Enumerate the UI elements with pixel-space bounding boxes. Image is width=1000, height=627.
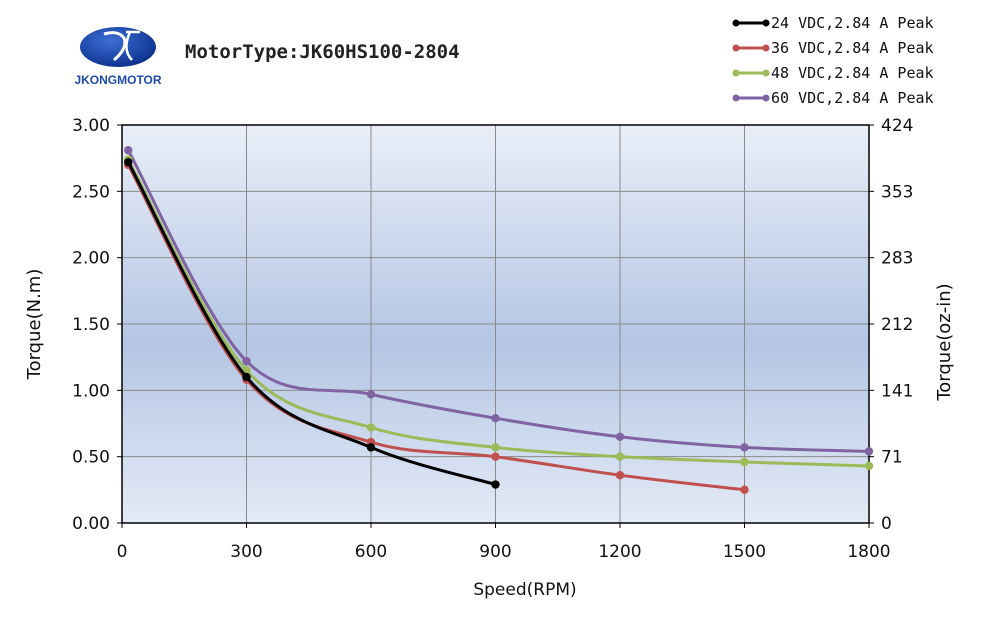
logo-emblem-icon [80, 27, 156, 67]
x-tick-label: 900 [479, 542, 511, 562]
series-line [126, 161, 496, 486]
series-point [491, 443, 500, 452]
y-tick-label: 0.00 [72, 514, 110, 534]
legend-swatch-point [762, 19, 770, 27]
motor-type-title: MotorType:JK60HS100-2804 [185, 41, 460, 63]
series-point [864, 447, 874, 456]
y-axis-label: Torque(N.m) [24, 269, 45, 381]
series-point [124, 157, 133, 167]
series-point [615, 432, 625, 441]
series-point [242, 356, 251, 366]
series-point [740, 485, 749, 495]
legend-swatch-point [762, 94, 770, 102]
legend-label: 48 VDC,2.84 A Peak [771, 64, 934, 82]
y-axis-ticks: 0.00 0.50 1.00 1.50 2.00 2.50 3.00 [72, 116, 122, 534]
x-tick-label: 1500 [723, 542, 766, 562]
y2-tick-label: 212 [881, 315, 913, 335]
x-tick-label: 300 [230, 542, 262, 562]
series-point [491, 480, 500, 489]
series-point [740, 443, 749, 452]
series-point [366, 390, 376, 399]
y2-axis-label: Torque(oz-in) [934, 283, 955, 401]
y-tick-label: 2.00 [72, 249, 110, 269]
y2-axis-ticks: 0 71 141 212 283 353 424 [869, 116, 913, 534]
y-tick-label: 1.50 [72, 315, 110, 335]
legend: 24 VDC,2.84 A Peak 36 VDC,2.84 A Peak 48 V… [732, 14, 934, 107]
x-tick-label: 600 [355, 542, 387, 562]
x-tick-label: 1200 [598, 542, 641, 562]
y2-tick-label: 0 [881, 514, 892, 534]
series-point [242, 372, 251, 382]
legend-swatch-point [762, 69, 770, 77]
legend-swatch-point [762, 44, 770, 52]
x-axis-label: Speed(RPM) [473, 580, 576, 600]
y-tick-label: 0.50 [72, 448, 110, 468]
y2-tick-label: 424 [881, 116, 913, 136]
legend-swatch-point [732, 44, 740, 52]
series-point [491, 452, 500, 461]
series-point [491, 413, 500, 423]
series-point [615, 471, 625, 480]
series-group [124, 146, 874, 495]
series-point [740, 457, 749, 467]
series-point [366, 443, 376, 452]
brand-logo: JKONGMOTOR [74, 27, 162, 87]
legend-swatch-point [732, 19, 740, 27]
y-tick-label: 2.50 [72, 182, 110, 202]
y2-tick-label: 353 [881, 182, 913, 202]
series-point [615, 452, 625, 461]
x-tick-label: 0 [117, 542, 128, 562]
logo-emblem-stroke [125, 30, 140, 61]
series-point [864, 461, 874, 471]
series-point [366, 423, 376, 432]
legend-label: 24 VDC,2.84 A Peak [771, 14, 934, 32]
legend-label: 36 VDC,2.84 A Peak [771, 39, 934, 57]
legend-swatch-point [732, 69, 740, 77]
legend-label: 60 VDC,2.84 A Peak [771, 89, 934, 107]
y-tick-label: 3.00 [72, 116, 110, 136]
y-tick-label: 1.00 [72, 381, 110, 401]
series-point [124, 146, 133, 155]
y2-tick-label: 283 [881, 249, 913, 269]
brand-name: JKONGMOTOR [74, 73, 161, 87]
legend-swatch-point [732, 94, 740, 102]
x-tick-label: 1800 [847, 542, 890, 562]
y2-tick-label: 141 [881, 381, 913, 401]
x-axis-ticks: 0 300 600 900 1200 1500 1800 [117, 523, 891, 562]
series-line [126, 164, 745, 492]
logo-emblem-stroke [103, 31, 127, 62]
y2-tick-label: 71 [881, 448, 903, 468]
